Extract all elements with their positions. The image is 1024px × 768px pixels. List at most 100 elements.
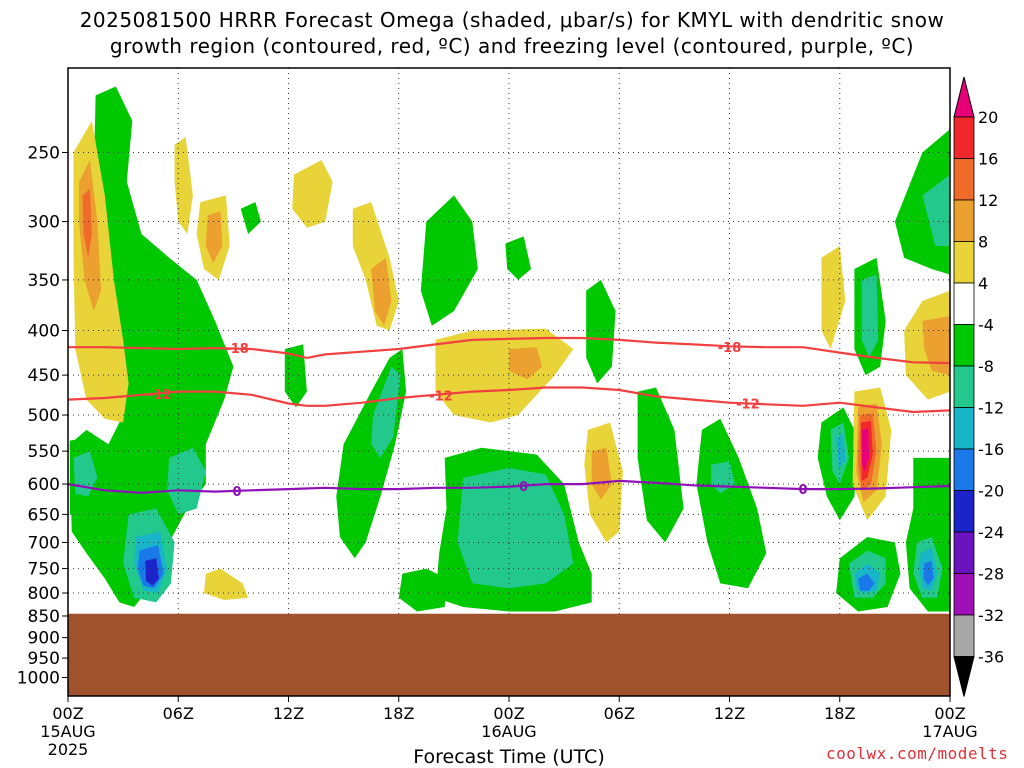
colorbar-label: -28 <box>978 565 1004 584</box>
omega-region <box>240 202 261 234</box>
below-ground <box>68 613 950 696</box>
omega-region <box>457 467 574 589</box>
y-tick-label: 400 <box>28 322 60 342</box>
colorbar-label: 8 <box>978 233 988 252</box>
omega-region <box>398 568 447 612</box>
chart-title-line-2: growth region (contoured, red, ºC) and f… <box>109 34 915 58</box>
colorbar-segment <box>953 448 975 491</box>
omega-region <box>174 137 193 234</box>
colorbar: 20 16 12 8 4 -4 -8 -12 -16 -20 -24 -28 -32 -36 <box>953 76 1004 697</box>
colorbar-segment <box>953 116 975 159</box>
y-axis: 2503003504004505005506006507007508008509… <box>17 144 68 689</box>
y-tick-label: 350 <box>28 271 60 291</box>
omega-shading <box>69 86 950 612</box>
temperature-contours <box>68 336 950 494</box>
omega-region <box>591 447 612 500</box>
colorbar-label: -24 <box>978 523 1004 542</box>
y-tick-label: 750 <box>28 560 60 580</box>
omega-region <box>821 246 846 349</box>
chart-title-line-1: 2025081500 HRRR Forecast Omega (shaded, … <box>79 8 945 32</box>
contour-label: 0 <box>798 483 807 498</box>
colorbar-label: -20 <box>978 482 1004 501</box>
y-tick-label: 300 <box>28 213 60 233</box>
x-tick-label: 00Z <box>493 704 524 723</box>
x-tick-label: 06Z <box>604 704 635 723</box>
colorbar-label: -16 <box>978 440 1004 459</box>
contour-label: -12 <box>429 390 453 405</box>
colorbar-label: 20 <box>978 108 998 127</box>
omega-region <box>586 279 616 384</box>
colorbar-bottom-arrow <box>953 656 975 697</box>
contour-label: -12 <box>736 397 760 412</box>
y-tick-label: 500 <box>28 406 60 426</box>
x-tick-label: 18Z <box>824 704 855 723</box>
colorbar-segment <box>953 324 975 367</box>
colorbar-segment <box>953 531 975 574</box>
y-tick-label: 250 <box>28 144 60 164</box>
colorbar-label: -4 <box>978 316 994 335</box>
contour-line <box>68 386 950 414</box>
colorbar-segment <box>953 199 975 242</box>
omega-region <box>696 418 767 589</box>
contour-line <box>68 336 950 365</box>
colorbar-segment <box>953 407 975 450</box>
y-tick-label: 700 <box>28 533 60 553</box>
contour-label: -18 <box>225 342 249 357</box>
y-tick-label: 900 <box>28 629 60 649</box>
x-axis-title: Forecast Time (UTC) <box>413 746 605 768</box>
contour-label: -18 <box>718 341 742 356</box>
y-tick-label: 800 <box>28 584 60 604</box>
contour-labels: -18 -12 -12 0 0 -18 -12 0 <box>148 341 807 500</box>
colorbar-label: 4 <box>978 274 988 293</box>
x-tick-label: 12Z <box>273 704 304 723</box>
contour-label: -12 <box>148 388 172 403</box>
y-tick-label: 650 <box>28 505 60 525</box>
omega-region <box>509 347 543 380</box>
colorbar-label: -32 <box>978 606 1004 625</box>
colorbar-label: -8 <box>978 357 994 376</box>
omega-region <box>284 344 307 408</box>
x-tick-label: 12Z <box>714 704 745 723</box>
omega-region <box>836 433 846 468</box>
colorbar-label: -12 <box>978 399 1004 418</box>
x-tick-label: 00Z <box>934 704 965 723</box>
y-tick-label: 850 <box>28 607 60 627</box>
omega-region <box>205 211 223 264</box>
omega-region <box>420 195 478 326</box>
x-tick-label: 06Z <box>163 704 194 723</box>
omega-region <box>922 174 950 246</box>
omega-region <box>637 387 684 543</box>
y-tick-label: 450 <box>28 366 60 386</box>
omega-region <box>292 160 333 228</box>
omega-region <box>82 188 92 258</box>
omega-region <box>371 257 392 326</box>
omega-region <box>371 366 401 458</box>
terrain-fill <box>68 613 950 696</box>
omega-region <box>858 573 875 591</box>
omega-region <box>923 560 934 586</box>
y-tick-label: 600 <box>28 475 60 495</box>
grid-lines <box>68 68 950 614</box>
omega-region <box>145 558 159 586</box>
omega-region <box>505 236 531 280</box>
colorbar-segment <box>953 490 975 533</box>
x-tick-year: 2025 <box>48 740 89 759</box>
colorbar-segment <box>953 241 975 284</box>
omega-region <box>861 428 870 472</box>
colorbar-label: 12 <box>978 191 998 210</box>
colorbar-label: -36 <box>978 648 1004 667</box>
x-tick-label: 18Z <box>383 704 414 723</box>
x-tick-date: 16AUG <box>481 722 536 741</box>
colorbar-segment <box>953 573 975 616</box>
colorbar-segment <box>953 158 975 201</box>
contour-label: 0 <box>233 485 242 500</box>
x-tick-date: 15AUG <box>40 722 95 741</box>
colorbar-segment <box>953 282 975 325</box>
colorbar-segment <box>953 365 975 408</box>
y-tick-label: 950 <box>28 649 60 669</box>
omega-region <box>204 568 249 600</box>
x-tick-date: 17AUG <box>922 722 977 741</box>
omega-region <box>435 328 574 423</box>
